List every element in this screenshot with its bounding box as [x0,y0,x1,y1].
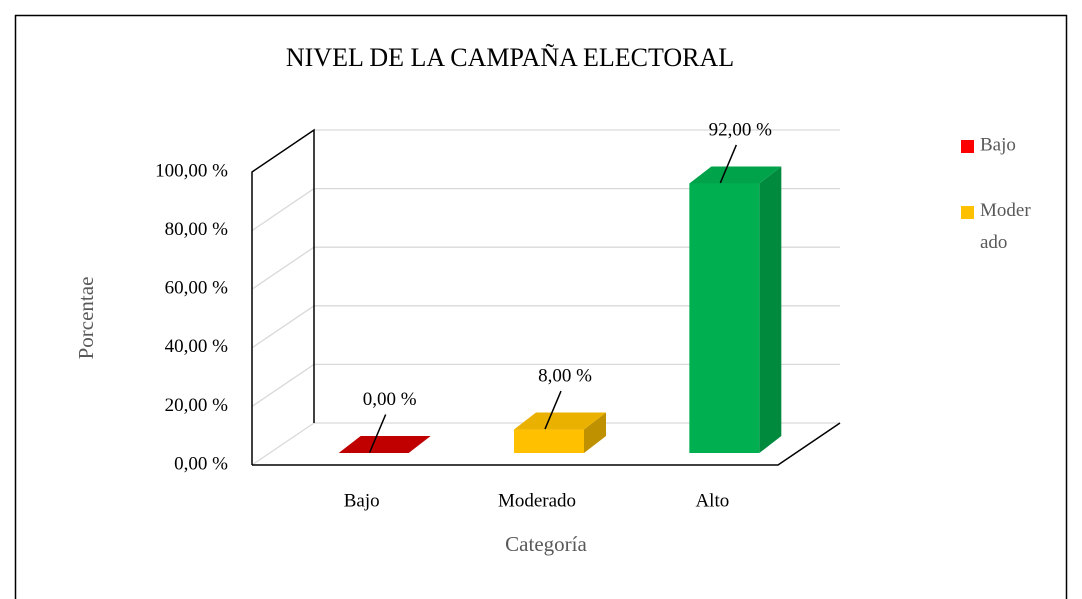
leader-line [719,144,738,184]
y-tick-label: 100,00 % [155,160,228,181]
bar-side [759,166,782,453]
data-label: 0,00 % [363,389,417,410]
chart-frame [14,14,1068,599]
legend-swatch [961,206,974,219]
side-grid-line [251,363,315,407]
x-axis-label: Categoría [505,532,587,556]
side-grid-line [251,246,315,290]
leader-line [544,390,562,430]
legend-label: Bajo [980,134,1016,155]
bar-side [584,412,606,453]
side-grid-line [251,422,315,466]
x-tick-label: Moderado [498,490,576,511]
side-grid-line [251,305,315,349]
bar-top [514,412,606,430]
data-label: 8,00 % [538,365,592,386]
bar-top [689,166,782,184]
y-tick-label: 40,00 % [165,336,229,357]
left-wall-edge [251,128,315,465]
data-label: 92,00 % [709,119,773,140]
bar [689,183,760,453]
side-grid-line [251,188,315,232]
bar-top [338,436,431,453]
leader-line [368,414,387,453]
y-axis-label: Porcentae [74,277,98,360]
bar [514,429,584,453]
x-tick-label: Bajo [344,490,380,511]
floor-edge [252,422,841,466]
y-tick-label: 80,00 % [165,219,229,240]
chart-title: NIVEL DE LA CAMPAÑA ELECTORAL [286,43,734,72]
y-tick-label: 0,00 % [174,453,228,474]
y-tick-label: 20,00 % [165,395,229,416]
x-tick-label: Alto [695,490,729,511]
y-tick-label: 60,00 % [165,278,229,299]
legend-swatch [961,140,974,153]
legend-label: Moder ado [980,200,1031,253]
